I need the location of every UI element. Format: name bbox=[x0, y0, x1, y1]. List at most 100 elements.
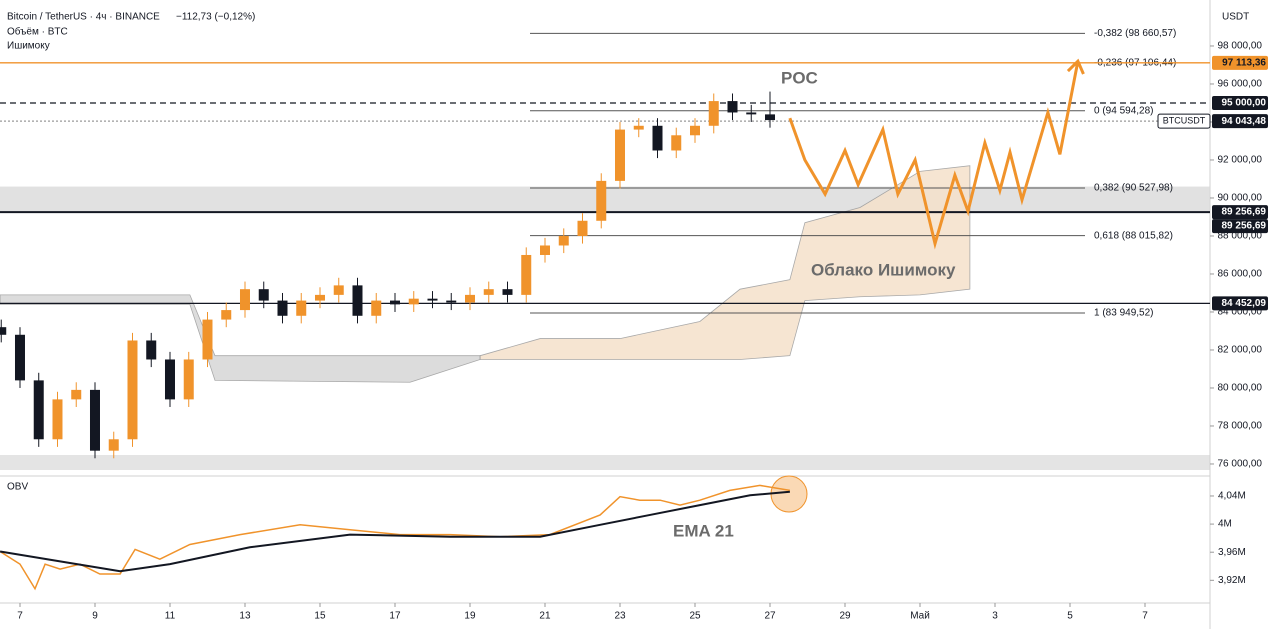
plot: 76 000,00 78 000,00 80 000,00 82 000,00 84 0… bbox=[0, 28, 1268, 622]
x-tick-label: 11 bbox=[165, 611, 176, 622]
poc-annotation: POC bbox=[781, 68, 818, 87]
x-tick-label: 15 bbox=[314, 611, 326, 622]
y-tick-label: 86 000,00 bbox=[1218, 269, 1263, 280]
axis-unit: USDT bbox=[1222, 12, 1249, 23]
candle-body bbox=[146, 340, 157, 360]
candle-body bbox=[183, 359, 194, 400]
y-tick-label: 90 000,00 bbox=[1218, 193, 1263, 204]
candle-body bbox=[558, 235, 569, 246]
fib-label: 0,382 (90 527,98) bbox=[1094, 183, 1173, 194]
candle-body bbox=[521, 254, 532, 295]
candle-body bbox=[746, 112, 757, 115]
candle-body bbox=[202, 319, 213, 360]
candle-body bbox=[502, 289, 513, 295]
y-tick-label: 4M bbox=[1218, 519, 1232, 530]
candle-body bbox=[708, 101, 719, 126]
x-tick-label: 7 bbox=[1142, 611, 1148, 622]
candle-body bbox=[539, 245, 550, 255]
candle-body bbox=[277, 300, 288, 316]
change: −112,73 (−0,12%) bbox=[176, 12, 255, 23]
indicator-line bbox=[0, 484, 791, 591]
y-tick-label: 3,96M bbox=[1218, 547, 1246, 558]
price-label-box bbox=[1212, 296, 1268, 311]
y-tick-label: 84 000,00 bbox=[1218, 307, 1263, 318]
candle-body bbox=[33, 380, 44, 440]
forecast-arrowhead bbox=[1066, 58, 1085, 75]
y-tick-label: 3,92M bbox=[1218, 575, 1246, 586]
y-tick-label: 4,04M bbox=[1218, 491, 1246, 502]
candle-body bbox=[314, 294, 325, 301]
candle-body bbox=[14, 334, 25, 381]
price-label: 89 256,69 bbox=[1222, 221, 1267, 232]
x-tick-label: 21 bbox=[539, 611, 551, 622]
symbol-tag-box bbox=[1157, 113, 1211, 129]
y-tick-label: 76 000,00 bbox=[1218, 459, 1263, 470]
candle-body bbox=[389, 300, 400, 305]
price-label-box bbox=[1212, 95, 1268, 110]
candle-body bbox=[127, 340, 138, 440]
price-label-box bbox=[1212, 205, 1268, 220]
x-tick-label: 3 bbox=[992, 611, 998, 622]
x-tick-label: 17 bbox=[389, 611, 401, 622]
pane-title: OBV bbox=[7, 482, 28, 493]
candle-body bbox=[765, 114, 776, 121]
y-tick-label: 82 000,00 bbox=[1218, 345, 1263, 356]
candle-body bbox=[652, 125, 663, 151]
highlight-circle bbox=[770, 475, 808, 513]
indicator-line bbox=[0, 490, 790, 573]
volume-band bbox=[0, 455, 1210, 470]
candle-body bbox=[89, 389, 100, 451]
candle-body bbox=[52, 399, 63, 440]
candle-body bbox=[427, 298, 438, 301]
candle-body bbox=[464, 294, 475, 303]
indicator: Объём · BTC bbox=[7, 26, 68, 38]
x-tick-label: 5 bbox=[1067, 611, 1073, 622]
price-label: 95 000,00 bbox=[1222, 98, 1267, 109]
fib-label: 0,618 (88 015,82) bbox=[1094, 230, 1173, 241]
price-label-box bbox=[1212, 114, 1268, 129]
forecast-path bbox=[788, 60, 1080, 250]
ichimoku-cloud bbox=[479, 165, 971, 360]
x-tick-label: 19 bbox=[464, 611, 476, 622]
y-tick-label: 96 000,00 bbox=[1218, 79, 1263, 90]
candle-body bbox=[221, 310, 232, 320]
price-label-box bbox=[1212, 219, 1268, 234]
x-tick-label: 27 bbox=[764, 611, 776, 622]
y-tick-label: 78 000,00 bbox=[1218, 421, 1263, 432]
x-tick-label: 7 bbox=[17, 611, 23, 622]
candle-body bbox=[239, 289, 250, 311]
price-label-box bbox=[1212, 55, 1268, 70]
candle-body bbox=[727, 101, 738, 113]
x-tick-label: 29 bbox=[839, 611, 851, 622]
price-label: 89 256,69 bbox=[1222, 207, 1267, 218]
price-label: 94 043,48 bbox=[1222, 116, 1267, 127]
fib-label: 1 (83 949,52) bbox=[1094, 308, 1154, 319]
y-tick-label: 98 000,00 bbox=[1218, 41, 1263, 52]
x-tick-label: 23 bbox=[614, 611, 626, 622]
candle-body bbox=[296, 300, 307, 316]
x-tick-label: 9 bbox=[92, 611, 98, 622]
indicator: Ишимоку bbox=[7, 41, 50, 52]
candle-body bbox=[108, 439, 119, 451]
candle-body bbox=[258, 289, 269, 301]
candle-body bbox=[615, 129, 626, 181]
cloud-annotation: Облако Ишимоку bbox=[811, 260, 956, 279]
symbol-tag: BTCUSDT bbox=[1163, 116, 1206, 126]
x-tick-label: 13 bbox=[239, 611, 251, 622]
candle-body bbox=[671, 135, 682, 151]
fib-label: -0,382 (98 660,57) bbox=[1094, 28, 1176, 39]
candle-body bbox=[333, 285, 344, 295]
candle-body bbox=[71, 389, 82, 400]
candle-body bbox=[483, 289, 494, 295]
candle-body bbox=[577, 220, 588, 236]
price-label: 84 452,09 bbox=[1222, 298, 1267, 309]
y-tick-label: 92 000,00 bbox=[1218, 155, 1263, 166]
candle-body bbox=[633, 125, 644, 130]
candle-body bbox=[596, 180, 607, 221]
x-tick-label: Май bbox=[910, 611, 930, 622]
fib-label: 0 (94 594,28) bbox=[1094, 105, 1154, 116]
candle-body bbox=[371, 300, 382, 316]
